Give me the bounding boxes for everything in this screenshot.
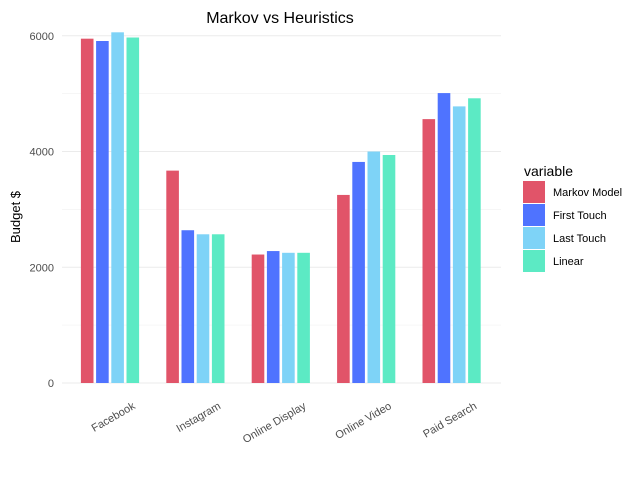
bar-instagram-last-touch xyxy=(196,234,210,383)
legend: variable Markov Model First Touch Last Tou… xyxy=(523,163,622,272)
x-tick-label: Paid Search xyxy=(421,400,479,440)
bar-paid-search-markov-model xyxy=(422,119,436,384)
y-tick-label: 0 xyxy=(48,378,54,390)
x-tick-label: Instagram xyxy=(175,400,223,435)
legend-swatch xyxy=(523,250,545,272)
bar-online-display-markov-model xyxy=(251,254,265,383)
y-tick-label: 2000 xyxy=(30,262,54,274)
y-tick-label: 6000 xyxy=(30,31,54,43)
bar-online-display-linear xyxy=(297,252,310,383)
legend-label: Last Touch xyxy=(553,233,606,245)
y-axis-ticks: 0 2000 4000 6000 xyxy=(30,31,54,390)
bar-online-video-last-touch xyxy=(367,151,381,383)
bar-paid-search-linear xyxy=(468,98,481,383)
legend-swatch xyxy=(523,227,545,249)
x-tick-label: Online Video xyxy=(333,400,393,442)
x-tick-label: Facebook xyxy=(90,400,138,435)
bar-online-video-linear xyxy=(382,155,396,383)
bar-facebook-last-touch xyxy=(111,32,124,384)
x-tick-label: Online Display xyxy=(241,400,309,446)
bar-paid-search-first-touch xyxy=(437,93,451,383)
legend-label: First Touch xyxy=(553,210,607,222)
bar-online-display-first-touch xyxy=(266,251,280,383)
y-tick-label: 4000 xyxy=(30,147,54,159)
legend-title: variable xyxy=(524,163,573,179)
bar-facebook-linear xyxy=(126,37,140,384)
bar-instagram-linear xyxy=(211,234,225,383)
legend-swatch xyxy=(523,204,545,226)
bar-facebook-first-touch xyxy=(96,41,109,383)
bar-instagram-first-touch xyxy=(181,230,195,383)
bar-online-video-markov-model xyxy=(337,194,350,383)
bar-online-display-last-touch xyxy=(282,252,295,383)
x-axis-ticks: Facebook Instagram Online Display Online Vi… xyxy=(90,400,479,446)
chart-title: Markov vs Heuristics xyxy=(206,10,354,27)
legend-label: Linear xyxy=(553,256,584,268)
bars-group xyxy=(80,32,481,384)
bar-online-video-first-touch xyxy=(352,161,365,383)
bar-facebook-markov-model xyxy=(80,38,94,384)
legend-label: Markov Model xyxy=(553,187,622,199)
y-axis-title: Budget $ xyxy=(8,190,23,243)
bar-paid-search-last-touch xyxy=(452,106,466,383)
bar-instagram-markov-model xyxy=(166,170,179,383)
legend-swatch xyxy=(523,181,545,203)
